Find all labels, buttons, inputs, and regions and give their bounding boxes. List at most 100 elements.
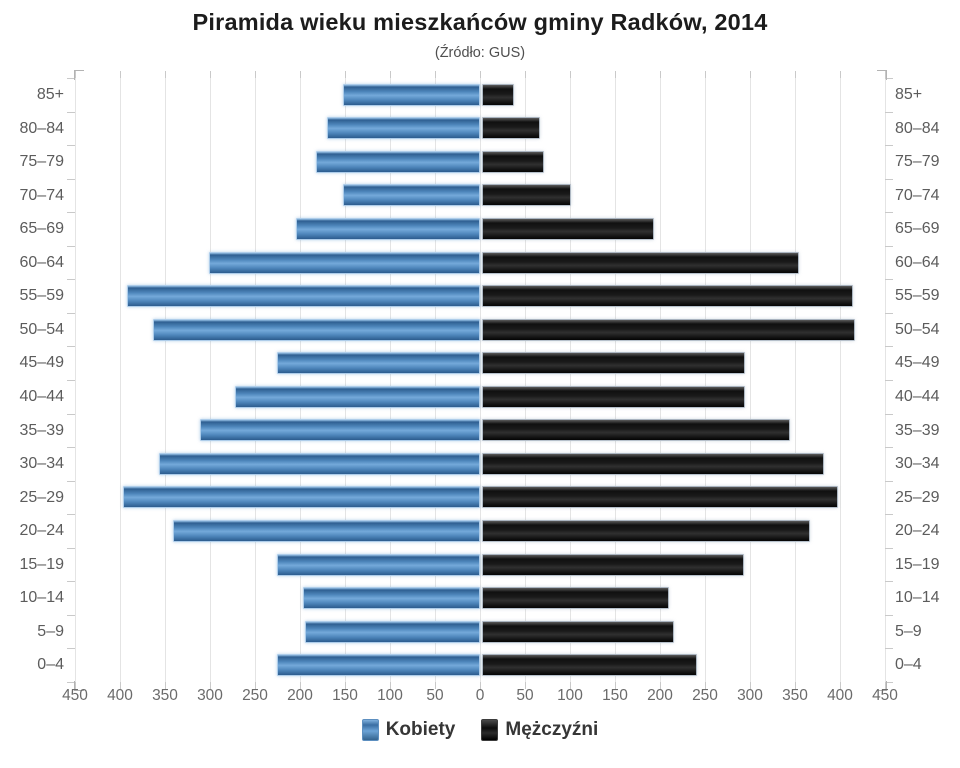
- axis-tick: [67, 447, 75, 448]
- bar-kobiety: [343, 84, 480, 106]
- bar-mezczyzni: [482, 419, 790, 441]
- bar-mezczyzni: [482, 117, 540, 139]
- axis-tick: [67, 346, 75, 347]
- age-label-right: 40–44: [895, 388, 940, 405]
- axis-tick: [67, 313, 75, 314]
- age-label-right: 80–84: [895, 120, 940, 137]
- axis-tick: [885, 246, 893, 247]
- axis-tick: [345, 71, 346, 78]
- gridline: [750, 78, 751, 682]
- axis-tick: [885, 615, 893, 616]
- x-axis: 450 400 350 300 250 200 150 100 50 0 50 100 150 200 25…: [62, 687, 898, 707]
- axis-tick: [67, 212, 75, 213]
- x-axis-tick-label: 250: [242, 687, 268, 704]
- pyramid-plot-area: [67, 70, 893, 691]
- axis-tick: [840, 682, 841, 689]
- axis-tick: [885, 514, 893, 515]
- age-label-left: 75–79: [19, 153, 65, 170]
- axis-tick: [885, 112, 893, 113]
- x-axis-tick-label: 0: [475, 687, 485, 704]
- age-label-left: 5–9: [37, 623, 64, 640]
- age-label-right: 55–59: [895, 287, 940, 304]
- axis-tick: [390, 682, 391, 689]
- axis-tick: [885, 380, 893, 381]
- bar-kobiety: [235, 386, 480, 408]
- kobiety-swatch-icon: [361, 719, 379, 741]
- axis-tick: [885, 682, 893, 683]
- axis-tick: [570, 682, 571, 689]
- age-label-left: 25–29: [19, 489, 65, 506]
- axis-tick: [67, 548, 75, 549]
- axis-tick: [885, 414, 893, 415]
- axis-tick: [67, 648, 75, 649]
- bar-mezczyzni: [482, 621, 674, 643]
- gridline: [570, 78, 571, 682]
- age-label-right: 75–79: [895, 153, 940, 170]
- gridline: [480, 78, 481, 682]
- age-label-right: 35–39: [895, 422, 940, 439]
- gridline: [435, 78, 436, 682]
- axis-tick: [885, 548, 893, 549]
- axis-tick: [120, 71, 121, 78]
- axis-tick: [75, 71, 76, 78]
- bar-mezczyzni: [482, 218, 654, 240]
- gridline: [255, 78, 256, 682]
- bar-mezczyzni: [482, 554, 744, 576]
- axis-corner-mark: [877, 681, 887, 691]
- age-label-right: 15–19: [895, 556, 940, 573]
- gridline: [840, 78, 841, 682]
- axis-tick: [255, 71, 256, 78]
- x-axis-tick-label: 350: [782, 687, 808, 704]
- x-axis-tick-label: 450: [62, 687, 88, 704]
- axis-tick: [67, 279, 75, 280]
- axis-tick: [885, 212, 893, 213]
- axis-tick: [120, 682, 121, 689]
- bar-mezczyzni: [482, 252, 799, 274]
- axis-tick: [67, 145, 75, 146]
- age-label-left: 65–69: [19, 220, 65, 237]
- bar-mezczyzni: [482, 654, 697, 676]
- age-label-right: 65–69: [895, 220, 940, 237]
- axis-tick: [885, 78, 893, 79]
- axis-tick: [300, 71, 301, 78]
- gridline: [120, 78, 121, 682]
- axis-tick: [750, 71, 751, 78]
- x-axis-tick-label: 200: [647, 687, 673, 704]
- x-axis-tick-label: 150: [602, 687, 628, 704]
- gridline: [615, 78, 616, 682]
- axis-tick: [435, 71, 436, 78]
- age-label-left: 20–24: [19, 522, 65, 539]
- axis-tick: [300, 682, 301, 689]
- mezczyzni-swatch-icon: [481, 719, 499, 741]
- x-axis-tick-label: 350: [152, 687, 178, 704]
- bar-kobiety: [277, 654, 480, 676]
- axis-tick: [615, 71, 616, 78]
- chart-subtitle: (Źródło: GUS): [434, 45, 526, 61]
- axis-tick: [67, 78, 75, 79]
- axis-tick: [615, 682, 616, 689]
- x-axis-tick-label: 100: [377, 687, 403, 704]
- age-label-left: 35–39: [19, 422, 65, 439]
- axis-tick: [435, 682, 436, 689]
- gridline: [210, 78, 211, 682]
- age-axis-right: 85+ 80–84 75–79 70–74 65–69 60–64 55–59 50–54 45…: [895, 78, 960, 682]
- axis-tick: [210, 682, 211, 689]
- axis-tick: [795, 682, 796, 689]
- bar-kobiety: [303, 587, 480, 609]
- axis-tick: [210, 71, 211, 78]
- bar-kobiety: [327, 117, 480, 139]
- age-label-left: 85+: [36, 86, 64, 103]
- legend: Kobiety Mężczyźni: [0, 719, 960, 741]
- axis-corner-mark: [74, 681, 84, 691]
- axis-tick: [525, 71, 526, 78]
- x-axis-tick-label: 400: [827, 687, 853, 704]
- bar-kobiety: [305, 621, 480, 643]
- axis-tick: [885, 481, 893, 482]
- axis-tick: [345, 682, 346, 689]
- axis-tick: [67, 246, 75, 247]
- bar-mezczyzni: [482, 587, 669, 609]
- axis-tick: [570, 71, 571, 78]
- gridline: [345, 78, 346, 682]
- bar-mezczyzni: [482, 453, 824, 475]
- x-axis-tick-label: 100: [557, 687, 583, 704]
